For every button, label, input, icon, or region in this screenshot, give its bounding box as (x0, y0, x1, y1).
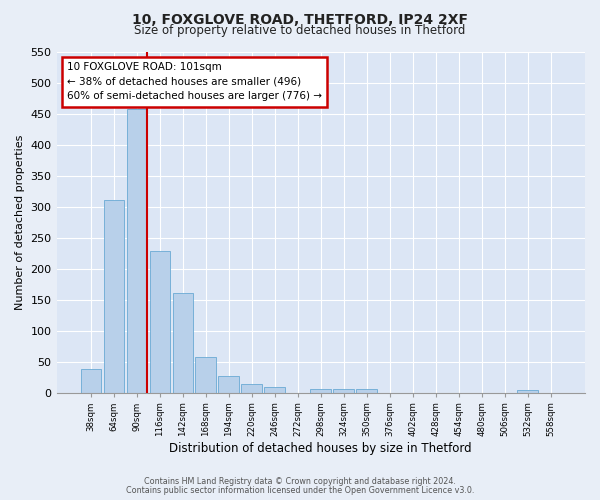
Text: Contains public sector information licensed under the Open Government Licence v3: Contains public sector information licen… (126, 486, 474, 495)
Bar (356, 390, 377, 392)
Bar (334, 389, 354, 392)
Bar (310, 390, 331, 392)
Bar (265, 387, 285, 392)
Bar (80, 369, 101, 392)
Y-axis label: Number of detached properties: Number of detached properties (15, 134, 25, 310)
Text: 10 FOXGLOVE ROAD: 101sqm
← 38% of detached houses are smaller (496)
60% of semi-: 10 FOXGLOVE ROAD: 101sqm ← 38% of detach… (67, 62, 322, 102)
Bar (127, 109, 147, 393)
Text: Contains HM Land Registry data © Crown copyright and database right 2024.: Contains HM Land Registry data © Crown c… (144, 477, 456, 486)
Bar (196, 356, 216, 392)
Text: 10, FOXGLOVE ROAD, THETFORD, IP24 2XF: 10, FOXGLOVE ROAD, THETFORD, IP24 2XF (132, 12, 468, 26)
Bar (149, 250, 170, 392)
Bar (517, 390, 538, 392)
Bar (173, 294, 193, 392)
Bar (218, 376, 239, 392)
Bar (104, 200, 124, 392)
Text: Size of property relative to detached houses in Thetford: Size of property relative to detached ho… (134, 24, 466, 37)
Bar (241, 384, 262, 392)
X-axis label: Distribution of detached houses by size in Thetford: Distribution of detached houses by size … (169, 442, 472, 455)
